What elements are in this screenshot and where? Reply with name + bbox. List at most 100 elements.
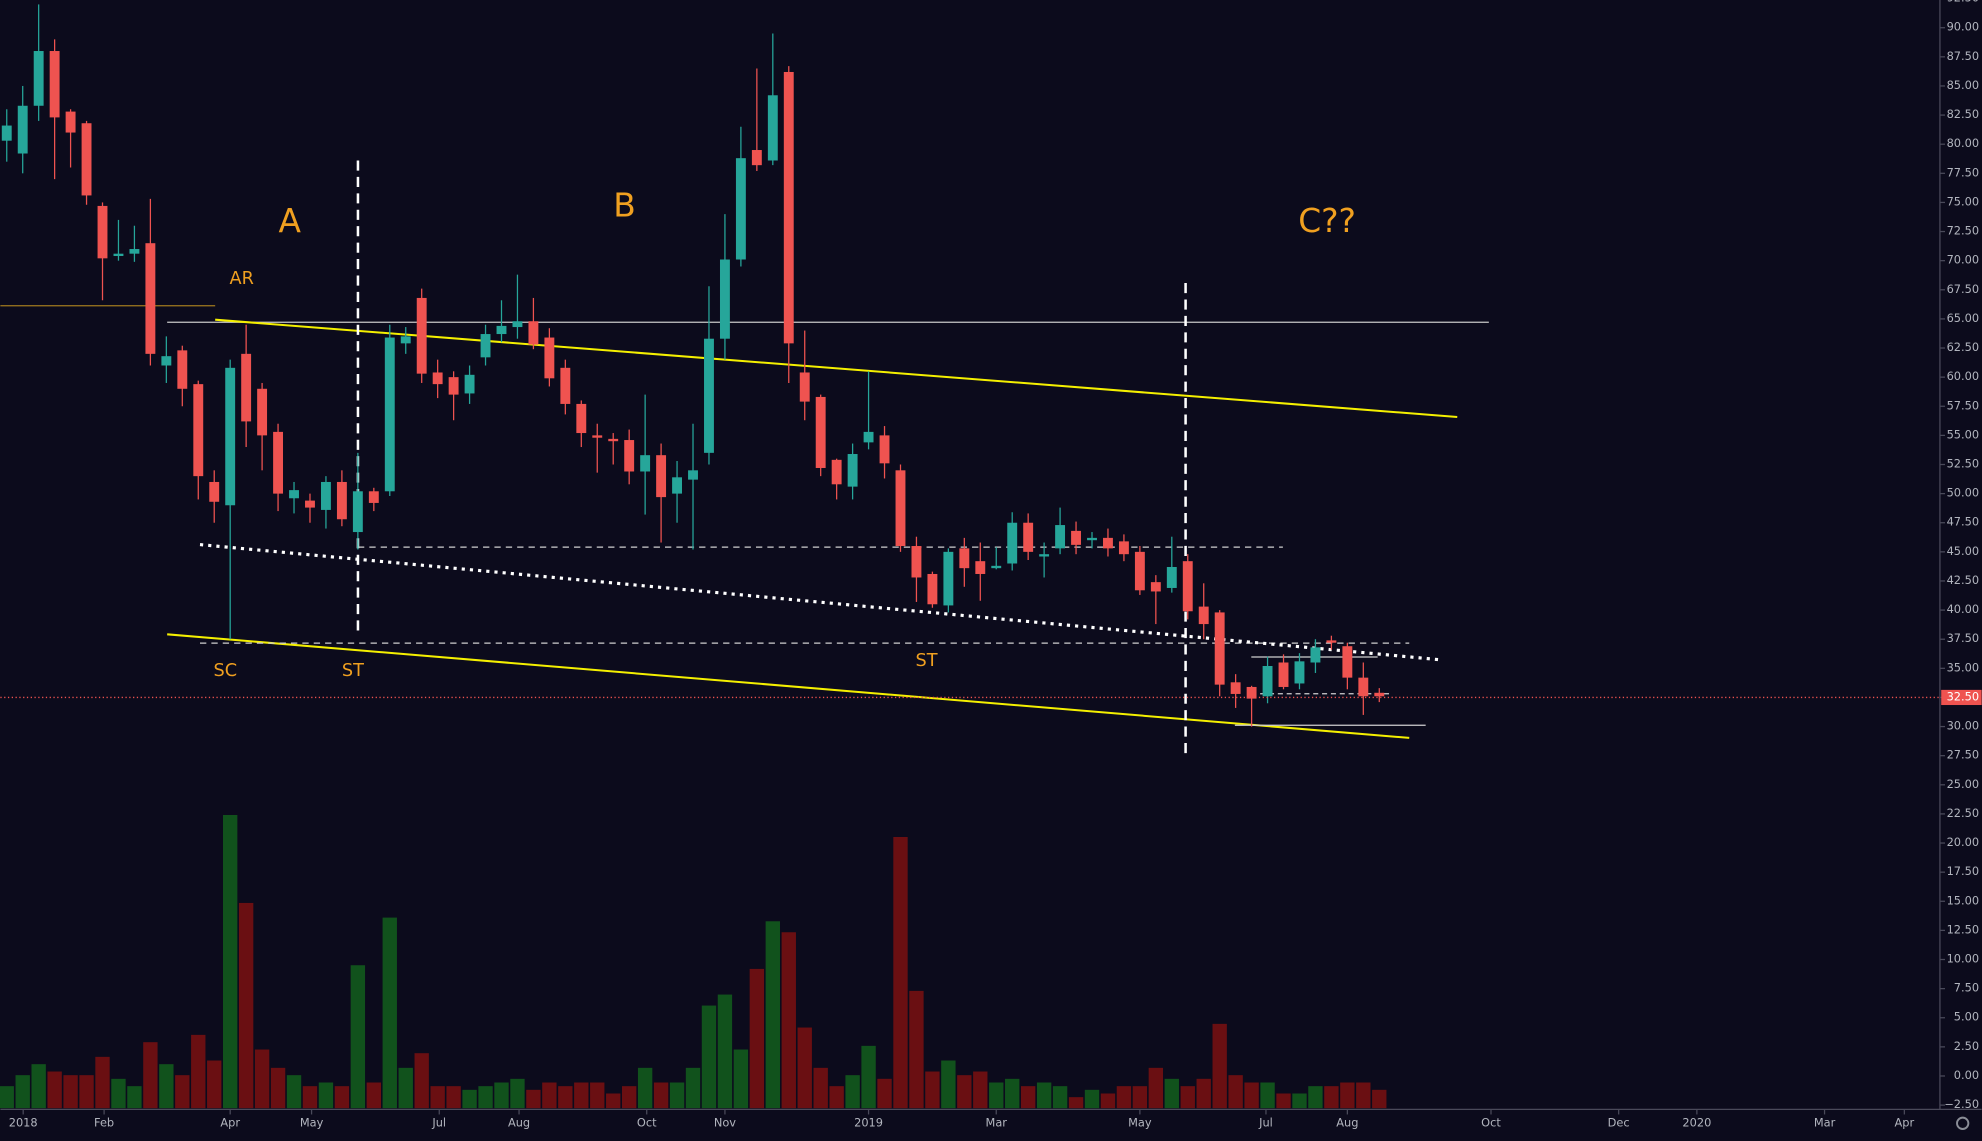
y-tick-label: 40.00 [1947,602,1980,616]
candle-body [320,481,331,510]
candle-body [1,125,12,141]
candle-body [273,431,284,494]
candle-body [480,334,491,358]
candle-body [305,500,315,508]
candle-body [1230,682,1241,694]
candle-body [400,336,411,344]
y-tick-label: 5.00 [1954,1010,1979,1024]
candle-body [672,477,683,494]
volume-bar [254,1049,270,1109]
x-tick-label: Aug [508,1115,530,1129]
volume-bar [813,1067,828,1109]
volume-bar [1068,1097,1084,1109]
volume-bar [749,968,765,1109]
volume-bar [430,1086,445,1109]
candle-body [1358,677,1369,697]
candle-body [1310,647,1321,663]
y-tick-label: 27.50 [1947,748,1980,762]
candle-body [1023,522,1034,552]
volume-bar [366,1082,382,1109]
volume-bar [925,1071,940,1109]
y-tick-label: 20.00 [1947,835,1980,849]
volume-bar [701,1005,717,1109]
x-tick-label: 2018 [9,1115,38,1129]
volume-bar [462,1089,477,1109]
volume-bar [382,917,397,1109]
x-tick-label: May [1128,1115,1152,1129]
volume-bar [829,1086,844,1109]
y-tick-label: 52.50 [1947,456,1980,470]
trend-line [167,633,1410,739]
volume-bar [494,1082,509,1109]
candle-body [544,337,555,379]
candle-body [1342,646,1353,678]
volume-bar [1180,1086,1195,1109]
volume-bar [1084,1089,1100,1109]
candle-body [161,356,172,366]
candle-body [17,105,28,154]
volume-bar [590,1082,605,1109]
volume-bar [1212,1023,1227,1109]
x-tick-label: May [300,1115,324,1129]
volume-bar [1148,1067,1164,1109]
volume-bar [1020,1086,1036,1109]
x-tick-label: Apr [1895,1115,1915,1129]
candle-body [704,338,714,453]
candle-body [1071,530,1081,545]
volume-bar [637,1067,653,1109]
volume-bar [717,994,733,1109]
y-tick-label: 60.00 [1947,369,1980,383]
y-tick-label: 22.50 [1947,806,1980,820]
volume-layer [0,815,1387,1109]
candle-body [1374,692,1385,697]
candle-body [1055,525,1066,549]
y-tick-label: 62.50 [1947,340,1980,354]
last-price-box [1941,689,1982,706]
y-tick-label: −2.50 [1944,1097,1979,1111]
x-tick-label: Nov [714,1115,736,1129]
volume-bar [526,1089,541,1109]
candle-body [1166,566,1177,588]
volume-bar [1005,1078,1020,1109]
candle-body [257,388,268,436]
y-tick-label: 42.50 [1947,573,1980,587]
y-tick-label: 77.50 [1947,165,1980,179]
settings-icon[interactable] [1956,1116,1970,1130]
y-tick-label: 72.50 [1947,224,1980,238]
y-tick-label: 45.00 [1947,544,1980,558]
candle-body [640,455,651,472]
volume-bar [207,1060,222,1109]
candle-body [1326,640,1337,643]
y-tick-label: 7.50 [1954,981,1979,995]
volume-bar [1196,1078,1211,1109]
volume-bar [621,1086,637,1109]
candle-body [1262,665,1273,697]
candle-body [688,470,698,480]
volume-bar [510,1078,525,1109]
candle-body [1198,606,1209,625]
volume-bar [877,1078,892,1109]
candle-body [735,158,746,260]
volume-bar [669,1082,685,1109]
volume-bar [973,1071,988,1109]
candle-body [767,95,778,161]
x-tick-label: Jul [1258,1115,1273,1129]
candle-body [209,481,220,502]
candle-body [927,573,938,605]
x-tick-label: Mar [986,1115,1008,1129]
volume-bar [1276,1093,1291,1109]
volume-bar [191,1034,206,1109]
candle-body [1294,661,1305,684]
candle-body [1134,551,1145,591]
candle-body [959,548,970,569]
dotted-line [199,543,1439,662]
volume-bar [1260,1082,1275,1109]
candle-body [1007,522,1018,564]
candle-body [97,205,108,259]
candle-body [448,377,459,395]
volume-bar [941,1060,956,1109]
candle-layer [1,4,1385,727]
settings-icon[interactable] [1956,1116,1970,1130]
volume-bar [175,1075,190,1109]
